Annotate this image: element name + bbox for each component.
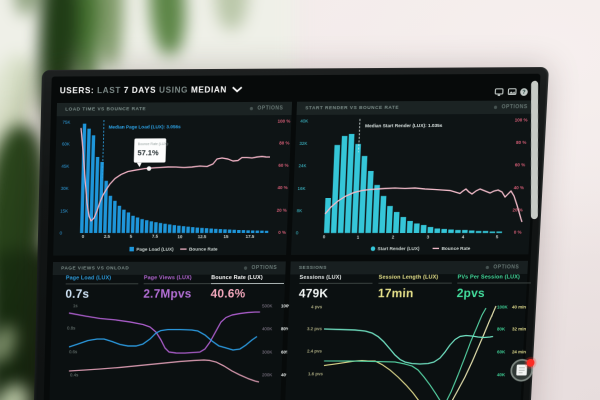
svg-text:40K: 40K bbox=[497, 373, 506, 378]
svg-text:32 min: 32 min bbox=[512, 327, 527, 332]
svg-text:60 %: 60 % bbox=[515, 162, 526, 167]
svg-text:1.6 pvs: 1.6 pvs bbox=[308, 372, 324, 377]
svg-text:200K: 200K bbox=[262, 373, 272, 378]
svg-text:15K: 15K bbox=[60, 208, 68, 213]
svg-text:0.6s: 0.6s bbox=[69, 350, 78, 355]
svg-text:400K: 400K bbox=[262, 327, 272, 332]
svg-text:0 %: 0 % bbox=[278, 230, 286, 235]
svg-text:100 %: 100 % bbox=[515, 117, 528, 122]
svg-text:Page Load (LUX): Page Load (LUX) bbox=[136, 247, 174, 253]
svg-text:Median Page Load (LUX): 3.056s: Median Page Load (LUX): 3.056s bbox=[108, 124, 181, 130]
svg-text:40 %: 40 % bbox=[277, 185, 287, 190]
svg-text:17.5: 17.5 bbox=[246, 234, 255, 239]
svg-text:45K: 45K bbox=[61, 164, 69, 169]
svg-text:40K: 40K bbox=[300, 119, 308, 124]
svg-text:Bounce Rate: Bounce Rate bbox=[189, 247, 218, 253]
svg-text:500K: 500K bbox=[262, 304, 273, 309]
svg-text:32K: 32K bbox=[299, 141, 307, 146]
svg-text:7.5: 7.5 bbox=[152, 234, 159, 239]
svg-text:4 pvs: 4 pvs bbox=[311, 305, 323, 310]
svg-text:20 %: 20 % bbox=[277, 208, 287, 213]
svg-text:16K: 16K bbox=[298, 186, 306, 191]
svg-text:3: 3 bbox=[427, 234, 430, 239]
svg-text:8K: 8K bbox=[297, 208, 303, 213]
svg-text:0.8s: 0.8s bbox=[67, 326, 76, 331]
svg-text:57.1%: 57.1% bbox=[137, 148, 159, 157]
svg-text:40 min: 40 min bbox=[512, 305, 527, 310]
svg-text:40 %: 40 % bbox=[514, 185, 524, 190]
svg-text:Median Start Render (LUX): 1.0: Median Start Render (LUX): 1.035s bbox=[365, 123, 443, 129]
svg-text:10: 10 bbox=[177, 234, 183, 239]
svg-text:12.5: 12.5 bbox=[198, 234, 207, 239]
svg-text:30K: 30K bbox=[61, 186, 69, 191]
svg-text:5: 5 bbox=[496, 234, 499, 239]
svg-text:300K: 300K bbox=[262, 350, 272, 355]
svg-text:75K: 75K bbox=[62, 120, 70, 125]
svg-text:1: 1 bbox=[357, 234, 360, 239]
svg-text:80K: 80K bbox=[497, 327, 506, 332]
svg-text:2.5: 2.5 bbox=[104, 234, 111, 239]
svg-text:24 min: 24 min bbox=[512, 350, 527, 355]
svg-text:2: 2 bbox=[392, 234, 395, 239]
svg-text:5: 5 bbox=[130, 234, 133, 239]
svg-text:80%: 80% bbox=[281, 327, 290, 332]
svg-text:Start Render (LUX): Start Render (LUX) bbox=[377, 246, 420, 252]
svg-text:4: 4 bbox=[462, 234, 465, 239]
svg-text:20 %: 20 % bbox=[512, 207, 522, 212]
svg-text:60K: 60K bbox=[62, 142, 70, 147]
svg-text:60K: 60K bbox=[497, 350, 506, 355]
svg-text:0.4s: 0.4s bbox=[70, 373, 79, 378]
svg-text:Bounce Rate: Bounce Rate bbox=[441, 246, 470, 252]
svg-text:3.2 pvs: 3.2 pvs bbox=[307, 327, 323, 332]
svg-text:100 %: 100 % bbox=[278, 118, 291, 123]
svg-text:15: 15 bbox=[223, 234, 229, 239]
svg-text:60%: 60% bbox=[281, 350, 290, 355]
svg-text:80 %: 80 % bbox=[279, 141, 289, 146]
svg-text:80 %: 80 % bbox=[516, 140, 527, 145]
svg-text:?: ? bbox=[522, 90, 526, 96]
svg-text:0: 0 bbox=[323, 234, 326, 239]
svg-text:1s: 1s bbox=[73, 304, 78, 309]
svg-text:Bounce Rate (LUX):: Bounce Rate (LUX): bbox=[138, 142, 169, 146]
svg-text:0: 0 bbox=[296, 231, 299, 236]
svg-text:60 %: 60 % bbox=[278, 163, 288, 168]
svg-text:0: 0 bbox=[82, 234, 85, 239]
svg-text:2.4 pvs: 2.4 pvs bbox=[307, 349, 323, 354]
svg-text:100%: 100% bbox=[281, 304, 293, 309]
svg-text:100K: 100K bbox=[497, 305, 509, 310]
svg-text:24K: 24K bbox=[298, 163, 306, 168]
svg-text:0: 0 bbox=[60, 231, 63, 236]
svg-text:0 %: 0 % bbox=[514, 230, 522, 235]
